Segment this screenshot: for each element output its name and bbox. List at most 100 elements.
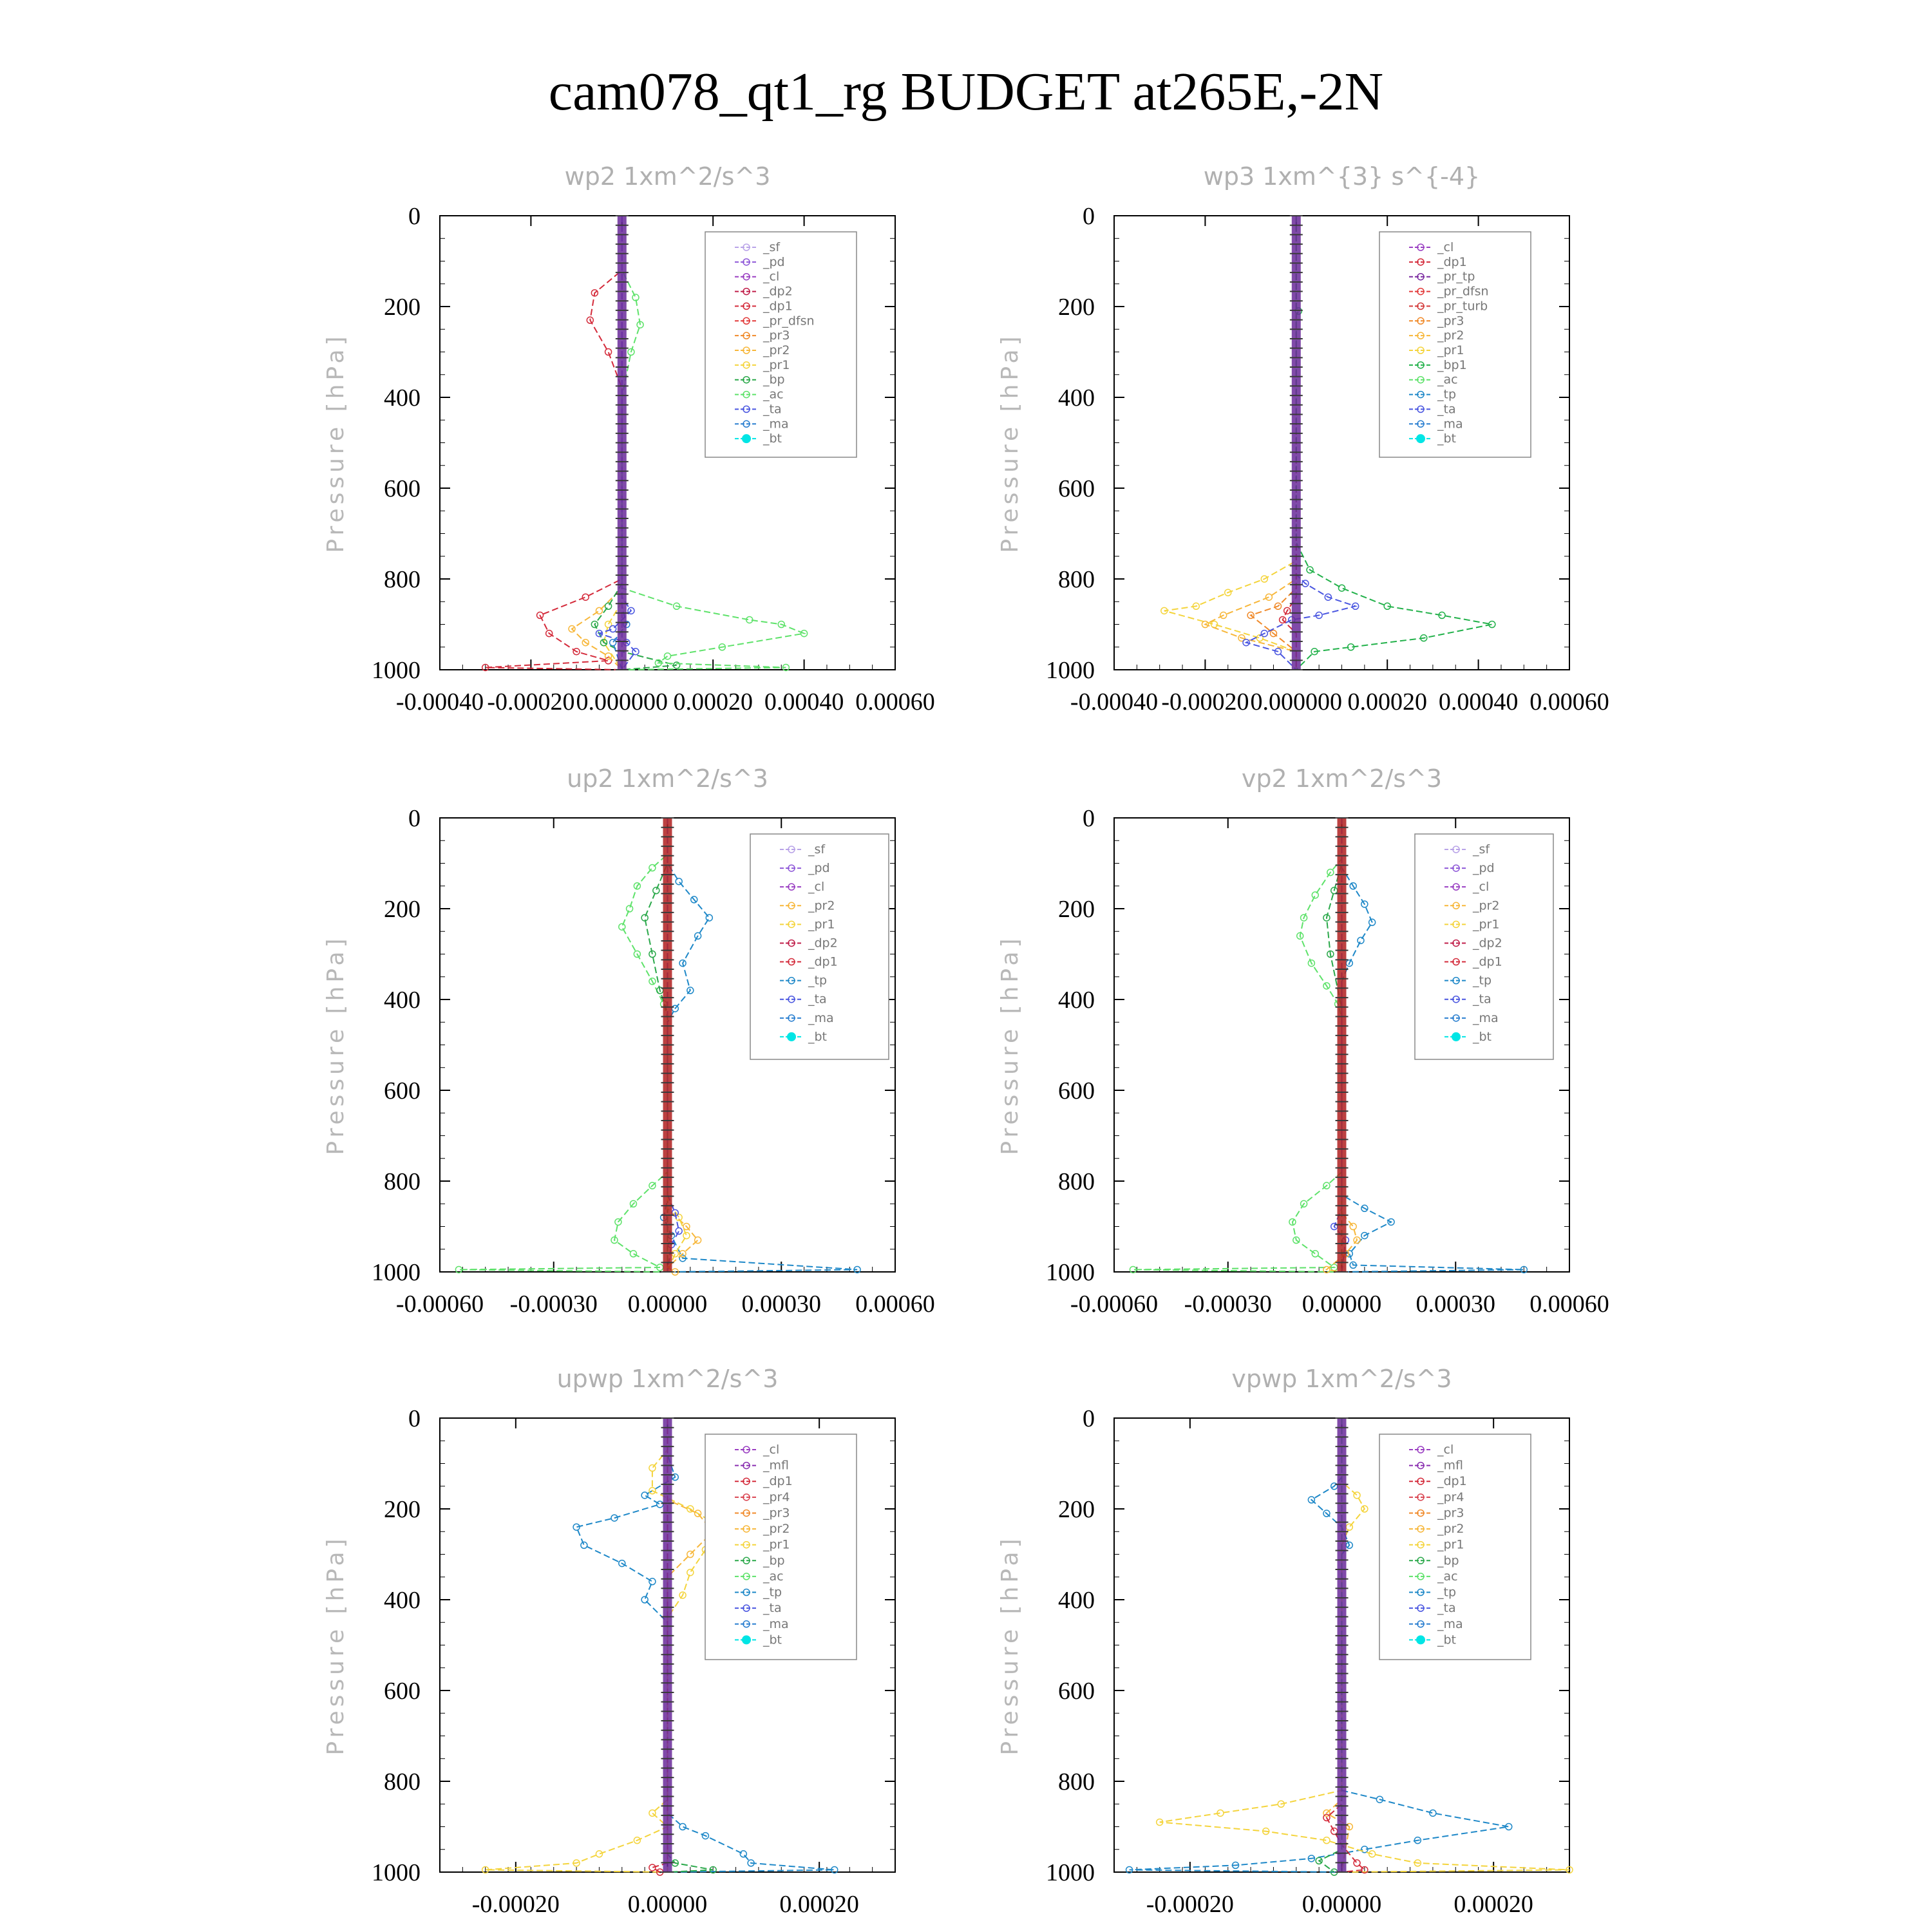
legend: _cl_dp1_pr_tp_pr_dfsn_pr_turb_pr3_pr2_pr…	[1379, 231, 1531, 458]
x-tick-label: 0.00040	[1439, 688, 1519, 715]
series-point	[1217, 1809, 1224, 1817]
series-point	[632, 648, 639, 656]
legend-marker	[743, 1461, 750, 1470]
legend-box	[705, 231, 857, 458]
series-point	[1349, 1222, 1357, 1231]
series-point	[625, 905, 634, 913]
legend-entry: _pr4	[1437, 1490, 1464, 1504]
legend-marker	[1452, 846, 1460, 853]
legend-entry: _bt	[1472, 1030, 1492, 1044]
series-point	[1247, 611, 1255, 620]
series-point	[1269, 629, 1278, 638]
series-point	[746, 616, 753, 624]
zero-line-bundle	[1335, 1417, 1349, 1873]
series-point	[1283, 607, 1291, 615]
series-point	[1265, 593, 1273, 601]
x-tick-label: 0.00020	[673, 688, 753, 715]
series-point	[1361, 1204, 1368, 1213]
series-point	[800, 629, 808, 638]
series-point	[1324, 593, 1332, 601]
series-line-ta	[1244, 216, 1358, 670]
y-axis-label: Pressure [hPa]	[997, 934, 1023, 1155]
legend-entry: _pr_tp	[1437, 270, 1475, 284]
series-point	[1323, 982, 1331, 990]
legend-marker	[1417, 258, 1425, 266]
series-point	[1361, 900, 1368, 908]
legend-entry: _ac	[762, 1569, 784, 1584]
series-point	[582, 638, 589, 647]
legend-marker	[743, 243, 750, 251]
series-point	[611, 1514, 618, 1522]
chart-panel-6: vpwp 1xm^2/s^3 Pressure [hPa] 0 200 400 600 80…	[997, 1365, 1573, 1918]
series-point	[629, 1200, 638, 1208]
series-point	[629, 1250, 638, 1258]
series-point	[1125, 1866, 1133, 1874]
legend-marker	[743, 1477, 750, 1485]
legend-entry: _bt	[1437, 431, 1456, 446]
series-point	[641, 914, 649, 922]
legend-entry: _pr_dfsn	[1437, 285, 1489, 299]
legend-entry: _ac	[1437, 1569, 1458, 1584]
series-point	[1353, 1236, 1361, 1244]
series-point	[1323, 1809, 1331, 1817]
y-tick-label: 0	[1083, 805, 1095, 832]
series-point	[1353, 1492, 1361, 1499]
legend-entry: _pr1	[1472, 917, 1499, 931]
series-point	[633, 1836, 641, 1844]
legend-marker	[788, 995, 795, 1003]
series-point	[641, 1596, 649, 1604]
legend-marker	[743, 258, 750, 266]
legend-entry: _mfl	[762, 1459, 789, 1473]
legend-marker	[1417, 1604, 1425, 1612]
legend-entry: _dp2	[1472, 936, 1502, 950]
series-point	[1311, 1250, 1320, 1258]
series-point	[611, 1236, 618, 1244]
legend-entry: _ta	[1437, 402, 1456, 416]
y-axis-label: Pressure [hPa]	[997, 332, 1023, 553]
legend-entry: _dp1	[1437, 1474, 1467, 1488]
legend-entry: _pr1	[1437, 343, 1464, 357]
legend-entry: _pr3	[762, 1506, 790, 1520]
legend-entry: _pr1	[1437, 1538, 1464, 1552]
chart-panel-2: wp3 1xm^{3} s^{-4} Pressure [hPa] 0 200 400 6…	[997, 162, 1609, 715]
x-tick-label: -0.00020	[1161, 688, 1249, 715]
x-tick-label: 0.000000	[576, 688, 668, 715]
legend-marker	[743, 317, 750, 325]
series-point	[1323, 1814, 1331, 1822]
legend-entry: _pr2	[1437, 328, 1464, 343]
x-tick-label: 0.00060	[855, 688, 935, 715]
legend-entry: _ta	[762, 1601, 782, 1615]
legend-entry: _ma	[808, 1011, 834, 1025]
legend-marker	[1417, 1588, 1425, 1596]
legend-entry: _ma	[762, 1617, 789, 1631]
zero-line-bundle	[661, 817, 674, 1273]
series-point	[536, 611, 544, 620]
series-point	[687, 1550, 694, 1558]
series-point	[1260, 575, 1269, 583]
legend-entry: _pr3	[1437, 314, 1464, 328]
legend-marker	[743, 420, 750, 428]
series-point	[1414, 1859, 1422, 1867]
legend-entry: _sf	[1472, 842, 1490, 857]
legend-marker	[1452, 902, 1460, 910]
legend-marker	[1417, 332, 1425, 339]
x-tick-label: -0.00020	[487, 688, 574, 715]
series-point	[1160, 607, 1168, 615]
series-point	[595, 607, 603, 615]
series-point	[1155, 1818, 1164, 1826]
legend-marker	[788, 976, 795, 985]
legend-marker	[743, 1446, 750, 1454]
legend-marker	[1452, 883, 1460, 891]
series-line-pr1	[1159, 1418, 1570, 1873]
y-tick-label: 200	[1058, 896, 1095, 923]
legend-marker	[1417, 1573, 1425, 1580]
y-tick-label: 600	[384, 1077, 421, 1104]
legend-marker	[743, 375, 750, 384]
legend-box	[1414, 833, 1554, 1060]
y-tick-label: 800	[1058, 1768, 1095, 1795]
series-point	[636, 321, 644, 328]
series-point	[1361, 1866, 1368, 1874]
series-point	[718, 643, 726, 651]
series-point	[1289, 1218, 1296, 1226]
